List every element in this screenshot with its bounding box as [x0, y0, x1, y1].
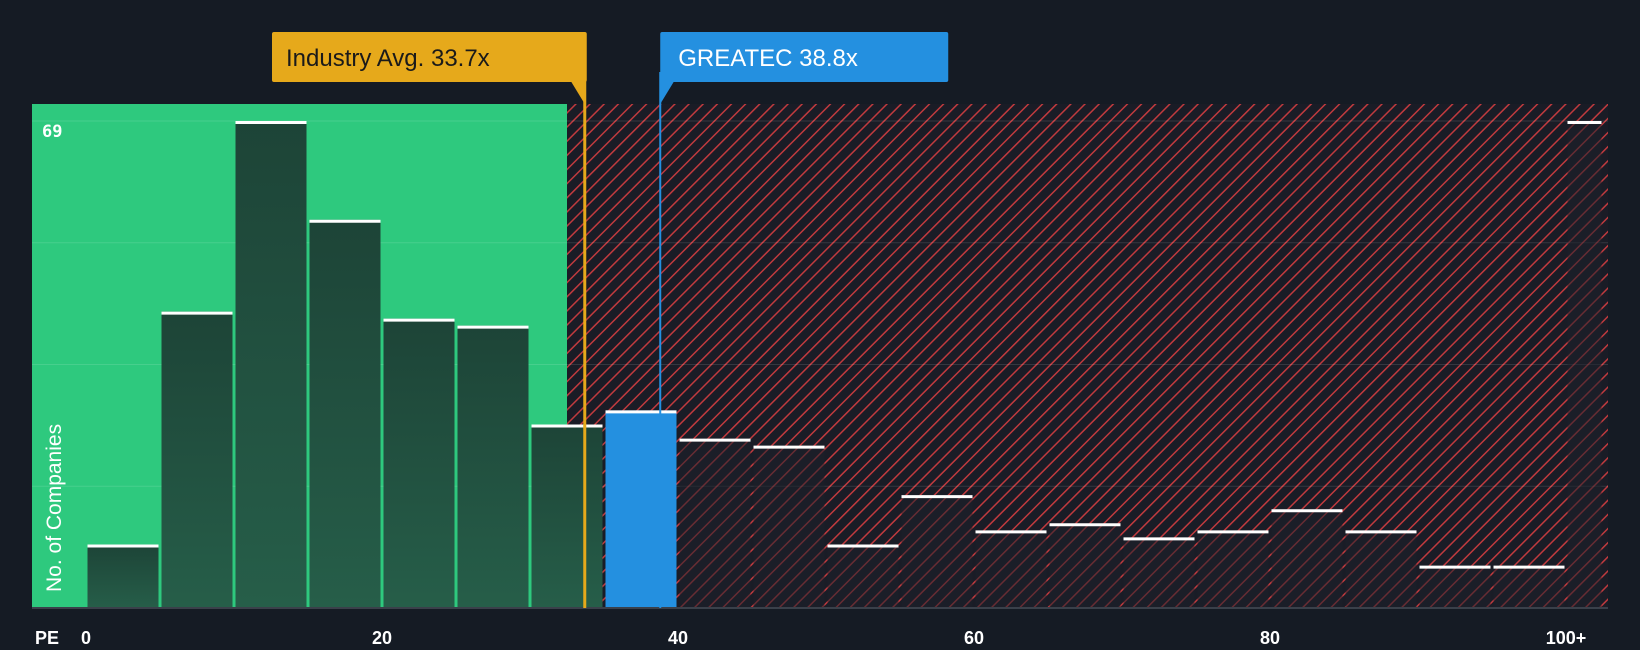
histogram-bar [1419, 565, 1491, 608]
histogram-bar [1271, 509, 1343, 608]
histogram-bar [679, 438, 751, 608]
histogram-bar [457, 325, 529, 608]
x-tick-label: 0 [81, 628, 91, 648]
x-tick-label: 40 [668, 628, 688, 648]
histogram-bar [1567, 121, 1602, 608]
industry-average-callout: Industry Avg. 33.7x [272, 32, 587, 104]
industry-average-pointer [570, 81, 585, 104]
industry-average-box [272, 32, 587, 82]
y-max-label: 69 [42, 122, 62, 142]
company-pe-box [660, 32, 949, 82]
x-axis-label: PE [35, 628, 59, 648]
x-tick-labels: 0 20 40 60 80 100+ [81, 628, 1586, 648]
histogram-bar [1345, 530, 1417, 608]
histogram-bar [161, 311, 233, 608]
histogram-bar [309, 219, 381, 609]
histogram-bar [1493, 565, 1565, 608]
bars [87, 121, 1602, 609]
histogram-bar [235, 121, 307, 608]
histogram-bar [901, 495, 973, 608]
company-pe-pointer [660, 81, 675, 104]
x-tick-label: 20 [372, 628, 392, 648]
x-tick-label: 80 [1260, 628, 1280, 648]
histogram-bar [531, 424, 603, 608]
company-callout: GREATEC 38.8x [660, 32, 949, 104]
histogram-bar [975, 530, 1047, 608]
reference-lines [583, 72, 662, 608]
histogram-bar [383, 318, 455, 608]
histogram-bar [87, 544, 159, 608]
company-pe-label: GREATEC 38.8x [678, 45, 858, 72]
x-tick-label: 100+ [1546, 628, 1587, 648]
histogram-bar [1049, 523, 1121, 608]
histogram-bar [753, 445, 825, 608]
histogram-bar [1197, 530, 1269, 608]
industry-average-label: Industry Avg. 33.7x [286, 45, 490, 72]
histogram-bar [827, 544, 899, 608]
x-tick-label: 60 [964, 628, 984, 648]
y-axis-label: No. of Companies [43, 424, 66, 592]
histogram-bar [1123, 537, 1195, 608]
histogram-bar [605, 410, 677, 608]
